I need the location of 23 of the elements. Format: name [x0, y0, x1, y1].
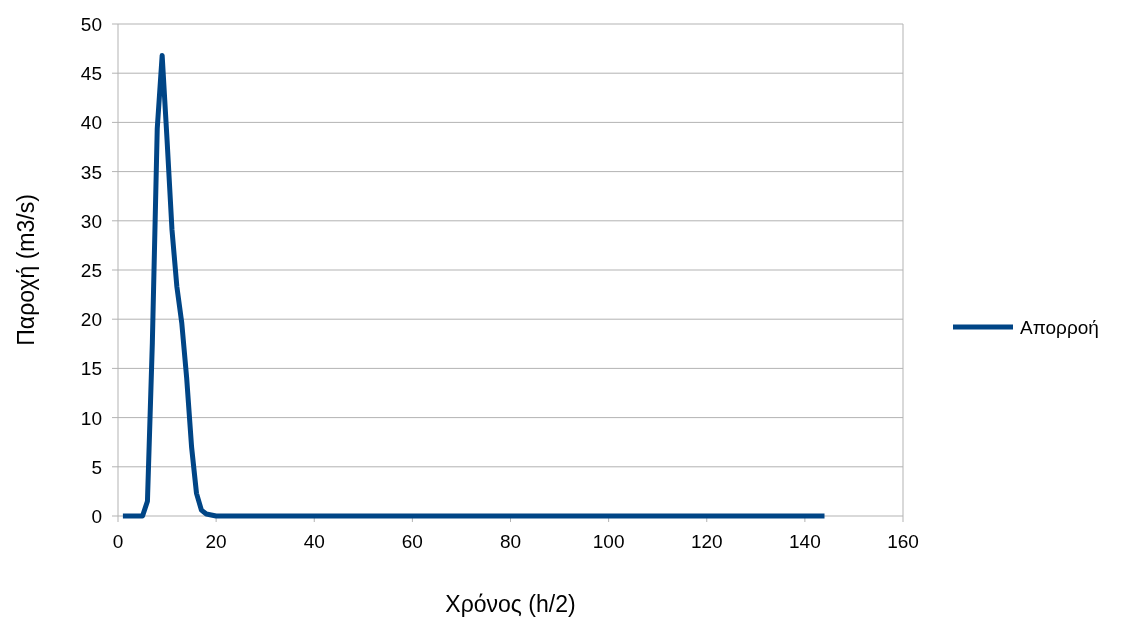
y-tick-label: 10 [80, 407, 102, 429]
y-tick-label: 40 [80, 112, 102, 134]
y-tick-label: 30 [80, 210, 102, 232]
x-tick-label: 60 [401, 531, 423, 552]
x-axis-title: Χρόνος (h/2) [445, 591, 576, 617]
legend-label: Απορροή [1020, 317, 1099, 338]
y-tick-label: 15 [80, 358, 102, 380]
y-axis-title: Παροχή (m3/s) [13, 194, 39, 346]
x-tick-label: 100 [592, 531, 625, 552]
x-tick-label: 40 [303, 531, 325, 552]
x-tick-label: 80 [499, 531, 522, 552]
y-tick-label: 0 [91, 506, 102, 527]
y-tick-label: 25 [80, 260, 102, 281]
y-tick-label: 50 [80, 14, 102, 35]
x-tick-label: 0 [112, 531, 124, 552]
y-tick-label: 20 [80, 309, 102, 331]
y-tick-label: 35 [80, 161, 102, 183]
y-tick-label: 5 [91, 456, 102, 478]
x-tick-label: 160 [887, 531, 919, 552]
x-tick-label: 20 [205, 531, 227, 552]
x-tick-label: 120 [690, 531, 723, 552]
y-tick-label: 45 [80, 63, 102, 85]
x-tick-label: 140 [789, 531, 821, 552]
